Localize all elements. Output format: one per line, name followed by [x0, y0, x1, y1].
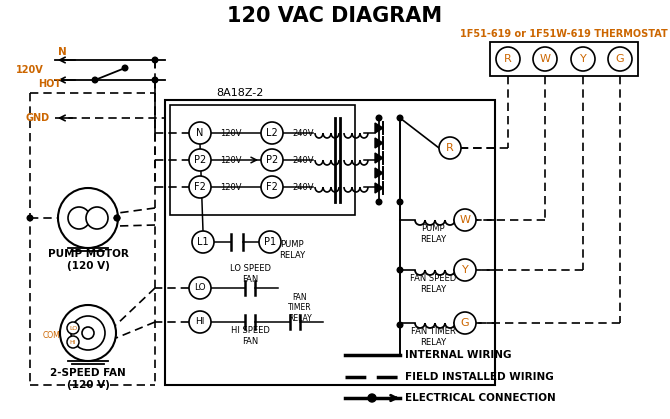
Text: N: N: [196, 128, 204, 138]
Text: L1: L1: [197, 237, 209, 247]
Circle shape: [152, 57, 158, 63]
Bar: [165, 100, 495, 385]
Circle shape: [92, 77, 98, 83]
Text: R: R: [504, 54, 512, 64]
Circle shape: [122, 65, 128, 71]
Text: G: G: [461, 318, 469, 328]
Circle shape: [189, 311, 211, 333]
Circle shape: [114, 215, 120, 221]
Text: W: W: [539, 54, 551, 64]
Circle shape: [259, 231, 281, 253]
Circle shape: [397, 199, 403, 205]
Circle shape: [368, 394, 376, 402]
Circle shape: [68, 207, 90, 229]
Text: LO: LO: [194, 284, 206, 292]
Circle shape: [376, 199, 382, 205]
Text: GND: GND: [25, 113, 49, 123]
Text: HI SPEED
FAN: HI SPEED FAN: [230, 326, 269, 346]
Text: 240V: 240V: [292, 155, 314, 165]
Text: P2: P2: [194, 155, 206, 165]
Text: LO: LO: [69, 326, 77, 331]
Text: 1F51-619 or 1F51W-619 THERMOSTAT: 1F51-619 or 1F51W-619 THERMOSTAT: [460, 29, 668, 39]
Text: HI: HI: [70, 339, 76, 344]
Circle shape: [533, 47, 557, 71]
Circle shape: [454, 259, 476, 281]
Circle shape: [152, 77, 158, 83]
Polygon shape: [375, 153, 383, 163]
Text: 240V: 240V: [292, 183, 314, 191]
Circle shape: [397, 322, 403, 328]
Circle shape: [27, 215, 33, 221]
Polygon shape: [375, 183, 383, 193]
Text: F2: F2: [266, 182, 278, 192]
Circle shape: [114, 215, 120, 221]
Polygon shape: [375, 168, 383, 178]
Circle shape: [189, 277, 211, 299]
Circle shape: [261, 176, 283, 198]
Text: F2: F2: [194, 182, 206, 192]
Polygon shape: [375, 138, 383, 148]
Circle shape: [82, 327, 94, 339]
Text: Y: Y: [462, 265, 468, 275]
Text: FAN
TIMER
RELAY: FAN TIMER RELAY: [288, 293, 312, 323]
Circle shape: [571, 47, 595, 71]
Text: 120V: 120V: [220, 183, 241, 191]
Bar: [490, 42, 638, 76]
Text: W: W: [460, 215, 470, 225]
Circle shape: [189, 149, 211, 171]
Circle shape: [496, 47, 520, 71]
Circle shape: [439, 137, 461, 159]
Text: INTERNAL WIRING: INTERNAL WIRING: [405, 350, 511, 360]
Text: HI: HI: [196, 318, 205, 326]
Text: PUMP
RELAY: PUMP RELAY: [420, 224, 446, 244]
Circle shape: [67, 322, 79, 334]
Text: LO SPEED
FAN: LO SPEED FAN: [230, 264, 271, 284]
Circle shape: [454, 209, 476, 231]
Circle shape: [261, 149, 283, 171]
Circle shape: [60, 305, 116, 361]
Text: 120V: 120V: [220, 155, 241, 165]
Circle shape: [58, 188, 118, 248]
Circle shape: [608, 47, 632, 71]
Polygon shape: [375, 123, 383, 133]
Circle shape: [189, 122, 211, 144]
Text: 240V: 240V: [292, 129, 314, 137]
Bar: [170, 105, 355, 215]
Circle shape: [67, 336, 79, 348]
Text: 8A18Z-2: 8A18Z-2: [216, 88, 264, 98]
Text: PUMP MOTOR
(120 V): PUMP MOTOR (120 V): [48, 249, 129, 271]
Circle shape: [376, 115, 382, 121]
Text: FAN SPEED
RELAY: FAN SPEED RELAY: [410, 274, 456, 294]
Text: FIELD INSTALLED WIRING: FIELD INSTALLED WIRING: [405, 372, 553, 382]
Circle shape: [71, 316, 105, 350]
Text: PUMP
RELAY: PUMP RELAY: [279, 241, 305, 260]
Text: Y: Y: [580, 54, 586, 64]
Text: N: N: [58, 47, 66, 57]
Text: 2-SPEED FAN
(120 V): 2-SPEED FAN (120 V): [50, 368, 126, 390]
Text: G: G: [616, 54, 624, 64]
Circle shape: [261, 122, 283, 144]
Text: COM: COM: [42, 331, 60, 339]
Text: FAN TIMER
RELAY: FAN TIMER RELAY: [411, 327, 456, 347]
Text: 120V: 120V: [220, 129, 241, 137]
Circle shape: [192, 231, 214, 253]
Circle shape: [397, 267, 403, 273]
Text: P2: P2: [266, 155, 278, 165]
Circle shape: [454, 312, 476, 334]
Circle shape: [189, 176, 211, 198]
Text: R: R: [446, 143, 454, 153]
Circle shape: [397, 115, 403, 121]
Text: L2: L2: [266, 128, 278, 138]
Text: P1: P1: [264, 237, 276, 247]
Circle shape: [86, 207, 108, 229]
Text: HOT: HOT: [38, 79, 62, 89]
Text: 120V: 120V: [16, 65, 44, 75]
Text: 120 VAC DIAGRAM: 120 VAC DIAGRAM: [227, 6, 443, 26]
Text: ELECTRICAL CONNECTION: ELECTRICAL CONNECTION: [405, 393, 555, 403]
